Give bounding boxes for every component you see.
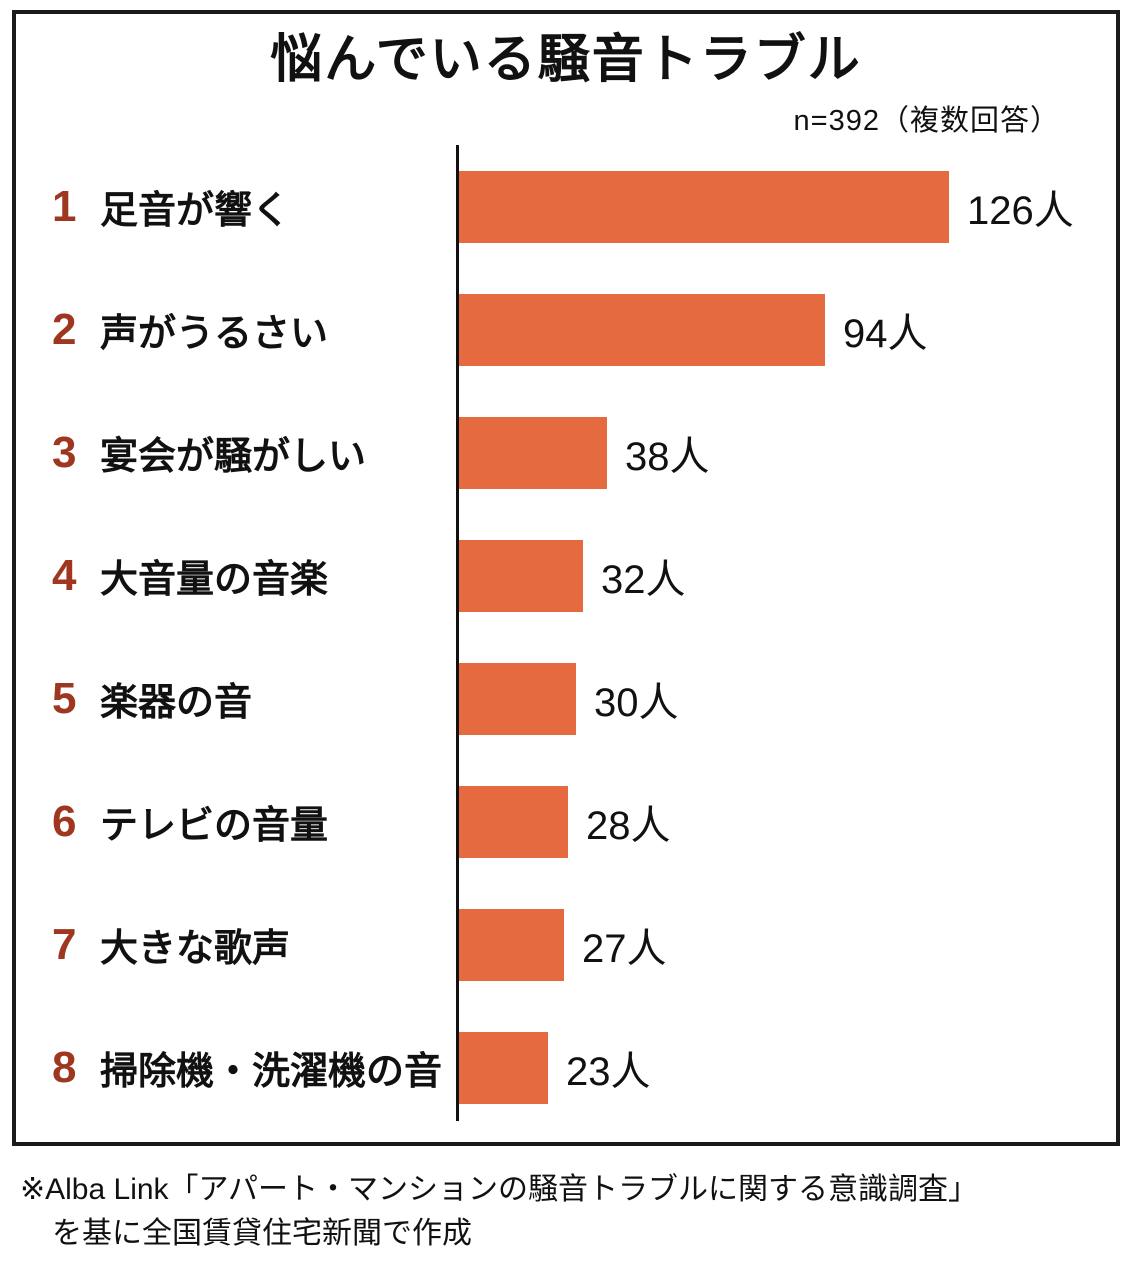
label-cell: 7 大きな歌声 <box>16 917 459 972</box>
bar-cell: 126人 <box>459 170 1116 243</box>
rank-number: 1 <box>52 181 77 231</box>
chart-title: 悩んでいる騒音トラブル <box>270 31 862 89</box>
chart-row: 7 大きな歌声 27人 <box>16 883 1116 1006</box>
label-cell: 2 声がうるさい <box>16 302 459 357</box>
chart-body: 1 足音が響く 126人 2 声がうるさい 94人 <box>16 145 1116 1135</box>
category-label: 足音が響く <box>100 190 291 233</box>
label-cell: 8 掃除機・洗濯機の音 <box>16 1040 459 1095</box>
rank-number: 4 <box>52 550 77 600</box>
bar-cell: 28人 <box>459 785 1116 858</box>
label-cell: 1 足音が響く <box>16 179 459 234</box>
sample-size-label: n=392（複数回答） <box>793 105 1060 138</box>
source-footnote: ※Alba Link「アパート・マンションの騒音トラブルに関する意識調査」 を基… <box>20 1168 978 1255</box>
label-cell: 5 楽器の音 <box>16 671 459 726</box>
rank-number: 6 <box>52 796 77 846</box>
bar <box>459 662 576 735</box>
category-label: 大きな歌声 <box>100 928 291 971</box>
category-label: 声がうるさい <box>100 313 329 356</box>
rank-number: 3 <box>52 427 77 477</box>
chart-row: 6 テレビの音量 28人 <box>16 760 1116 883</box>
value-label: 23人 <box>566 1049 651 1094</box>
chart-row: 1 足音が響く 126人 <box>16 145 1116 268</box>
bar-cell: 23人 <box>459 1031 1116 1104</box>
chart-row: 5 楽器の音 30人 <box>16 637 1116 760</box>
bar <box>459 908 564 981</box>
bar <box>459 1031 548 1104</box>
category-label: テレビの音量 <box>100 805 329 848</box>
bar-cell: 30人 <box>459 662 1116 735</box>
value-label: 30人 <box>594 680 679 725</box>
category-label: 宴会が騒がしい <box>100 436 367 479</box>
rank-number: 2 <box>52 304 77 354</box>
label-cell: 6 テレビの音量 <box>16 794 459 849</box>
bar-cell: 27人 <box>459 908 1116 981</box>
bar <box>459 170 949 243</box>
value-label: 32人 <box>601 557 686 602</box>
label-cell: 3 宴会が騒がしい <box>16 425 459 480</box>
source-footnote-line1: ※Alba Link「アパート・マンションの騒音トラブルに関する意識調査」 <box>20 1173 978 1206</box>
value-label: 94人 <box>843 311 928 356</box>
bar <box>459 539 583 612</box>
rank-number: 7 <box>52 919 77 969</box>
rank-number: 8 <box>52 1042 77 1092</box>
rank-number: 5 <box>52 673 77 723</box>
chart-row: 3 宴会が騒がしい 38人 <box>16 391 1116 514</box>
label-cell: 4 大音量の音楽 <box>16 548 459 603</box>
category-label: 楽器の音 <box>100 682 253 725</box>
category-label: 掃除機・洗濯機の音 <box>100 1051 443 1094</box>
value-label: 28人 <box>586 803 671 848</box>
source-footnote-line2: を基に全国賃貸住宅新聞で作成 <box>52 1216 472 1250</box>
bar <box>459 785 568 858</box>
value-label: 126人 <box>967 188 1074 233</box>
bar-cell: 94人 <box>459 293 1116 366</box>
bar-cell: 38人 <box>459 416 1116 489</box>
bar-cell: 32人 <box>459 539 1116 612</box>
chart-row: 2 声がうるさい 94人 <box>16 268 1116 391</box>
bar <box>459 293 825 366</box>
y-axis-line <box>456 145 459 1122</box>
value-label: 27人 <box>582 926 667 971</box>
chart-row: 4 大音量の音楽 32人 <box>16 514 1116 637</box>
chart-row: 8 掃除機・洗濯機の音 23人 <box>16 1006 1116 1129</box>
chart-frame: 悩んでいる騒音トラブル n=392（複数回答） 1 足音が響く 126人 2 声… <box>12 10 1120 1146</box>
value-label: 38人 <box>625 434 710 479</box>
bar <box>459 416 607 489</box>
category-label: 大音量の音楽 <box>100 559 329 602</box>
